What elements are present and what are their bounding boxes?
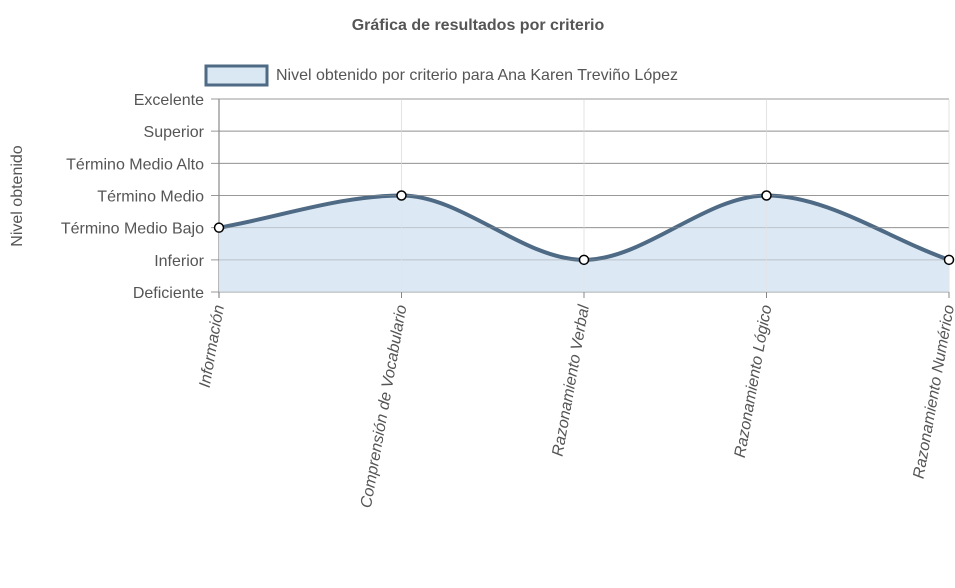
data-points — [213, 190, 955, 266]
y-tick-termino-medio-alto: Término Medio Alto — [66, 156, 204, 173]
x-tick-razonamiento-numerico: Razonamiento Numérico — [911, 304, 955, 480]
y-tick-excelente: Excelente — [134, 92, 204, 109]
y-axis-label: Nivel obtenido — [9, 145, 26, 247]
data-point-razonamiento-logico[interactable] — [761, 190, 772, 201]
x-tick-informacion: Información — [197, 304, 228, 389]
y-tick-superior: Superior — [144, 124, 205, 141]
x-axis-ticks: Información Comprensión de Vocabulario Raz… — [197, 292, 955, 509]
data-point-razonamiento-verbal[interactable] — [578, 254, 590, 266]
data-point-razonamiento-numerico[interactable] — [943, 254, 955, 266]
x-tick-razonamiento-logico: Razonamiento Lógico — [732, 304, 776, 459]
x-tick-comprension-de-vocabulario: Comprensión de Vocabulario — [358, 304, 410, 510]
y-tick-termino-medio-bajo: Término Medio Bajo — [61, 221, 204, 238]
y-tick-termino-medio: Término Medio — [97, 189, 204, 206]
y-tick-inferior: Inferior — [154, 253, 204, 270]
legend-swatch — [204, 64, 269, 87]
data-point-comprension-de-vocabulario[interactable] — [396, 190, 407, 201]
chart-title: Gráfica de resultados por criterio — [352, 17, 605, 34]
y-tick-deficiente: Deficiente — [133, 285, 204, 302]
legend[interactable]: Nivel obtenido por criterio para Ana Kar… — [204, 64, 678, 87]
x-tick-razonamiento-verbal: Razonamiento Verbal — [550, 303, 593, 457]
legend-label: Nivel obtenido por criterio para Ana Kar… — [276, 67, 678, 84]
y-axis-ticks: Deficiente Inferior Término Medio Bajo Térm… — [61, 92, 205, 302]
data-point-informacion[interactable] — [213, 222, 225, 233]
